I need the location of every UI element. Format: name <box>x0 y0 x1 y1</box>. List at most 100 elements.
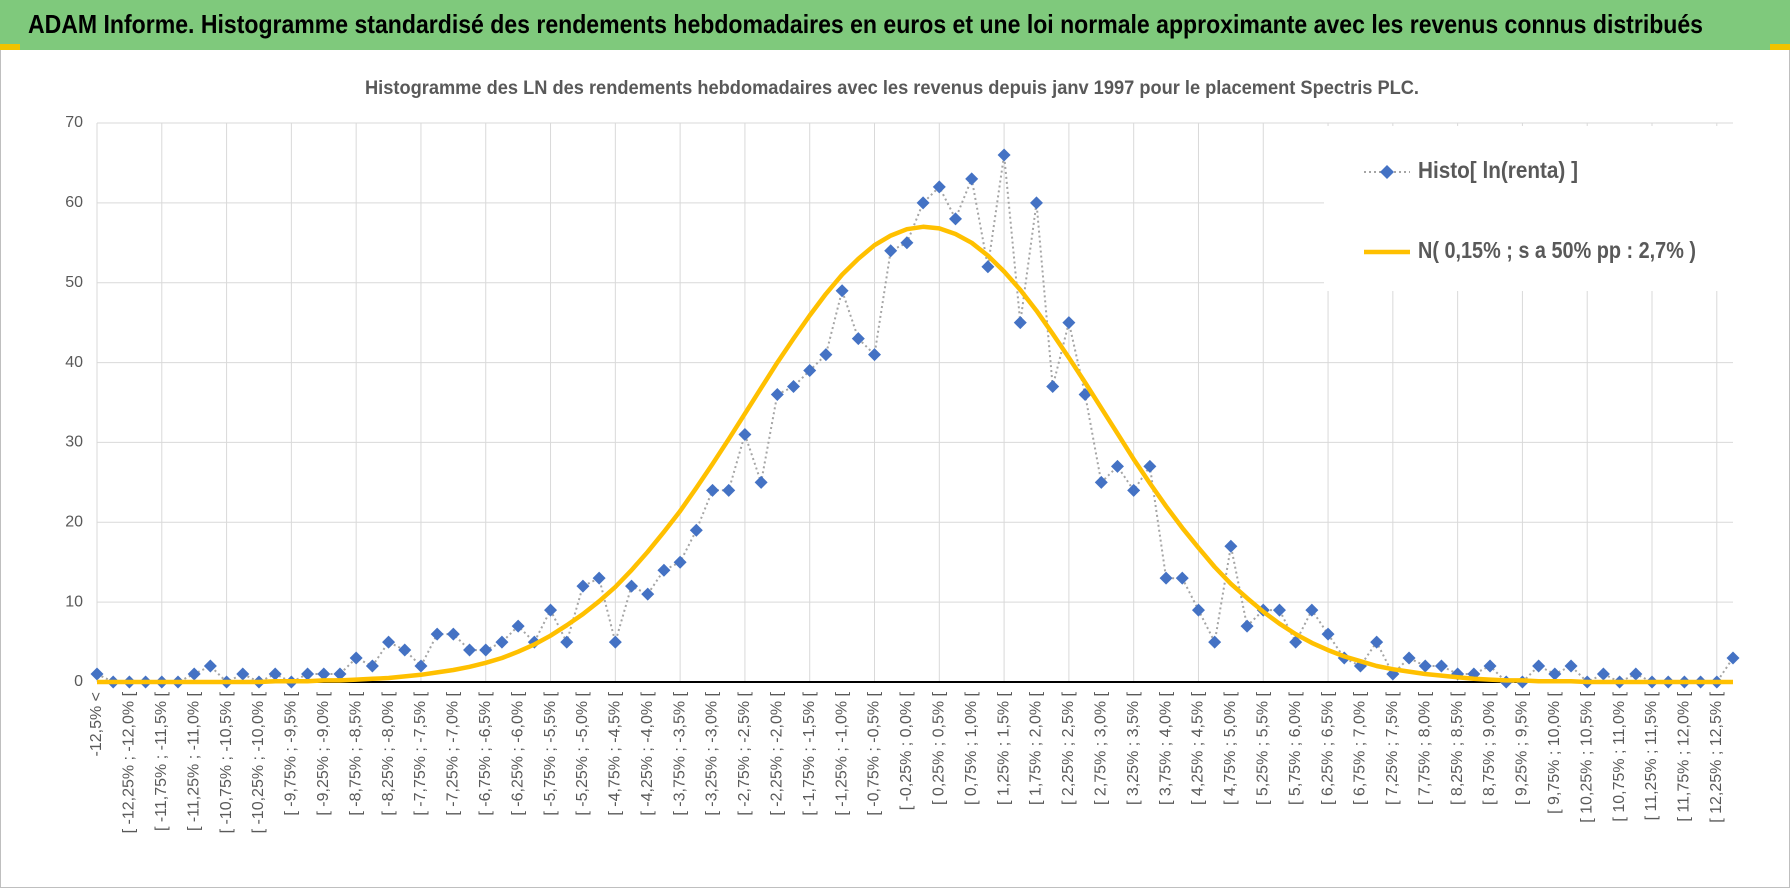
marker <box>511 619 525 633</box>
x-tick-label: [ 10,25% ; 10,5% [ <box>1578 691 1595 822</box>
marker <box>1240 619 1254 633</box>
marker <box>479 643 493 657</box>
x-tick-label: [ 3,75% ; 4,0% [ <box>1157 691 1174 805</box>
marker <box>301 667 315 681</box>
marker <box>1532 659 1546 673</box>
x-tick-label: [ -4,25% ; -4,0% [ <box>639 691 656 815</box>
marker <box>1596 667 1610 681</box>
header-title: ADAM Informe. Histogramme standardisé de… <box>28 9 1703 39</box>
marker <box>754 475 768 489</box>
marker <box>803 364 817 378</box>
y-tick-label: 20 <box>65 514 83 531</box>
header-bar <box>0 0 1790 50</box>
marker <box>916 196 930 210</box>
x-tick-label: [ -11,25% ; -11,0% [ <box>185 691 202 831</box>
chart-title: Histogramme des LN des rendements hebdom… <box>365 78 1419 99</box>
x-tick-label: [ -12,25% ; -12,0% [ <box>121 691 138 833</box>
x-tick-label: [ 5,75% ; 6,0% [ <box>1287 691 1304 805</box>
marker <box>868 348 882 362</box>
marker <box>722 483 736 497</box>
marker <box>965 172 979 186</box>
y-tick-label: 30 <box>65 434 83 451</box>
x-tick-label: [ -6,75% ; -6,5% [ <box>477 691 494 815</box>
marker <box>1402 651 1416 665</box>
x-tick-label: [ -7,75% ; -7,5% [ <box>412 691 429 815</box>
marker <box>1175 571 1189 585</box>
legend-marker <box>1380 165 1394 179</box>
marker <box>1548 667 1562 681</box>
marker <box>333 667 347 681</box>
marker <box>1110 459 1124 473</box>
marker <box>560 635 574 649</box>
marker <box>90 667 104 681</box>
x-tick-label: [ -4,75% ; -4,5% [ <box>607 691 624 815</box>
x-tick-label: [ 0,25% ; 0,5% [ <box>931 691 948 805</box>
marker <box>689 523 703 537</box>
y-tick-label: 10 <box>65 593 83 610</box>
x-tick-label: [ -9,75% ; -9,5% [ <box>283 691 300 815</box>
legend-label: N( 0,15% ; s a 50% pp : 2,7% ) <box>1418 237 1696 263</box>
marker <box>1483 659 1497 673</box>
x-tick-label: -12,5% < <box>88 692 105 756</box>
y-tick-label: 40 <box>65 354 83 371</box>
x-tick-label: [ -2,75% ; -2,5% [ <box>736 691 753 815</box>
accent <box>0 44 20 50</box>
marker <box>884 244 898 258</box>
marker <box>657 563 671 577</box>
y-tick-label: 0 <box>74 673 83 690</box>
marker <box>398 643 412 657</box>
marker <box>738 427 752 441</box>
marker <box>382 635 396 649</box>
marker <box>948 212 962 226</box>
x-tick-label: [ -1,25% ; -1,0% [ <box>833 691 850 815</box>
marker <box>1370 635 1384 649</box>
x-tick-label: [ 8,25% ; 8,5% [ <box>1449 691 1466 805</box>
x-tick-label: [ 1,75% ; 2,0% [ <box>1028 691 1045 805</box>
marker <box>1272 603 1286 617</box>
x-tick-label: [ 7,75% ; 8,0% [ <box>1416 691 1433 805</box>
marker <box>1127 483 1141 497</box>
x-tick-label: [ 5,25% ; 5,5% [ <box>1254 691 1271 805</box>
x-tick-label: [ -1,75% ; -1,5% [ <box>801 691 818 815</box>
marker <box>673 555 687 569</box>
marker <box>1013 316 1027 330</box>
marker <box>981 260 995 274</box>
x-tick-label: [ 4,75% ; 5,0% [ <box>1222 691 1239 805</box>
marker <box>835 284 849 298</box>
x-tick-label: [ 11,75% ; 12,0% [ <box>1676 691 1693 821</box>
x-tick-label: [ 1,25% ; 1,5% [ <box>995 691 1012 805</box>
x-tick-label: [ 9,75% ; 10,0% [ <box>1546 691 1563 813</box>
marker <box>1305 603 1319 617</box>
x-tick-label: [ 6,25% ; 6,5% [ <box>1319 691 1336 805</box>
marker <box>1564 659 1578 673</box>
marker <box>819 348 833 362</box>
marker <box>1208 635 1222 649</box>
marker <box>414 659 428 673</box>
marker <box>349 651 363 665</box>
marker <box>592 571 606 585</box>
marker <box>608 635 622 649</box>
x-tick-label: [ 11,25% ; 11,5% [ <box>1643 691 1660 820</box>
x-tick-label: [ -10,25% ; -10,0% [ <box>250 691 267 833</box>
x-tick-label: [ 12,25% ; 12,5% [ <box>1708 691 1725 822</box>
marker <box>1094 475 1108 489</box>
marker <box>1046 380 1060 394</box>
marker <box>203 659 217 673</box>
marker <box>317 667 331 681</box>
marker <box>1143 459 1157 473</box>
marker <box>365 659 379 673</box>
marker <box>1062 316 1076 330</box>
x-tick-label: [ -7,25% ; -7,0% [ <box>445 691 462 815</box>
marker <box>1629 667 1643 681</box>
marker <box>900 236 914 250</box>
marker <box>495 635 509 649</box>
marker <box>1726 651 1740 665</box>
marker <box>1191 603 1205 617</box>
x-tick-label: [ 2,25% ; 2,5% [ <box>1060 691 1077 805</box>
marker <box>1029 196 1043 210</box>
marker <box>1321 627 1335 641</box>
marker <box>932 180 946 194</box>
y-tick-label: 70 <box>65 114 83 131</box>
x-tick-label: [ -5,75% ; -5,5% [ <box>542 691 559 815</box>
